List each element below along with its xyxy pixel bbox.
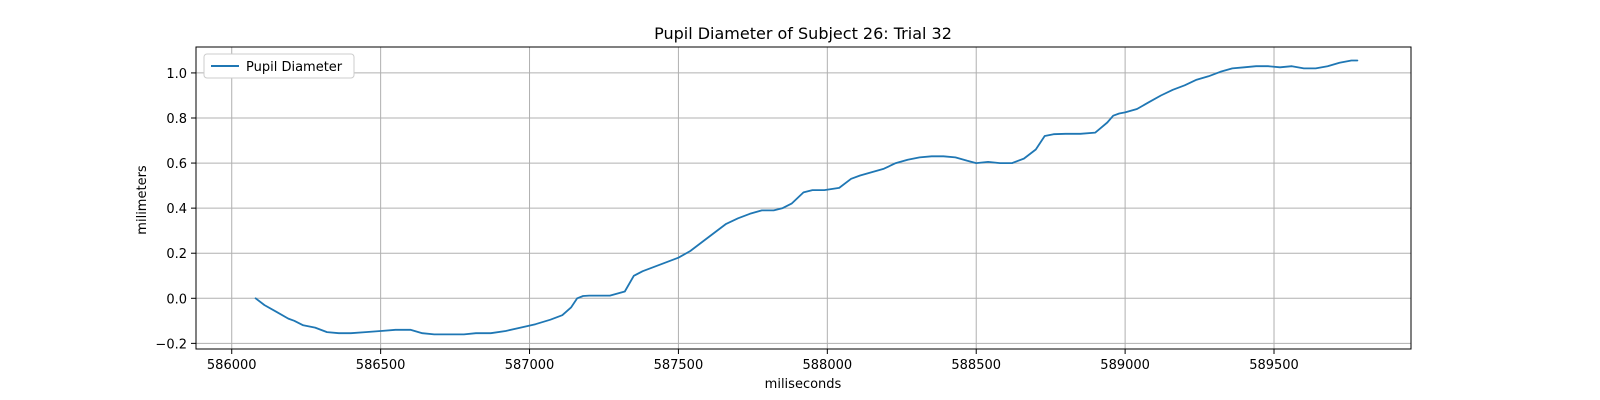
y-tick-label: 1.0 (166, 67, 187, 82)
grid (196, 47, 1411, 349)
x-tick-label: 586000 (207, 358, 257, 373)
y-axis-ticks: −0.2 0.0 0.2 0.4 0.6 0.8 1.0 (155, 67, 196, 352)
y-tick-label: 0.6 (166, 157, 187, 172)
x-tick-label: 587000 (505, 358, 555, 373)
x-axis-ticks: 586000 586500 587000 587500 588000 588500 5890… (207, 349, 1299, 373)
y-tick-label: 0.0 (166, 292, 187, 307)
y-tick-label: −0.2 (155, 337, 187, 352)
y-tick-label: 0.2 (166, 247, 187, 262)
series-layer (254, 59, 1359, 336)
legend: Pupil Diameter (203, 53, 355, 79)
y-tick-label: 0.8 (166, 112, 187, 127)
x-tick-label: 588500 (951, 358, 1001, 373)
x-axis-label: miliseconds (765, 377, 842, 392)
x-tick-label: 588000 (803, 358, 853, 373)
legend-box (203, 53, 355, 79)
series-line-pupil-diameter (254, 59, 1359, 336)
x-tick-label: 586500 (356, 358, 406, 373)
x-tick-label: 587500 (654, 358, 704, 373)
x-tick-label: 589500 (1249, 358, 1299, 373)
legend-label-pupil-diameter: Pupil Diameter (246, 60, 343, 75)
plot-frame (195, 46, 1412, 350)
y-tick-label: 0.4 (166, 202, 187, 217)
x-tick-label: 589000 (1100, 358, 1150, 373)
y-axis-label: milimeters (135, 165, 150, 235)
chart-title: Pupil Diameter of Subject 26: Trial 32 (654, 24, 952, 43)
